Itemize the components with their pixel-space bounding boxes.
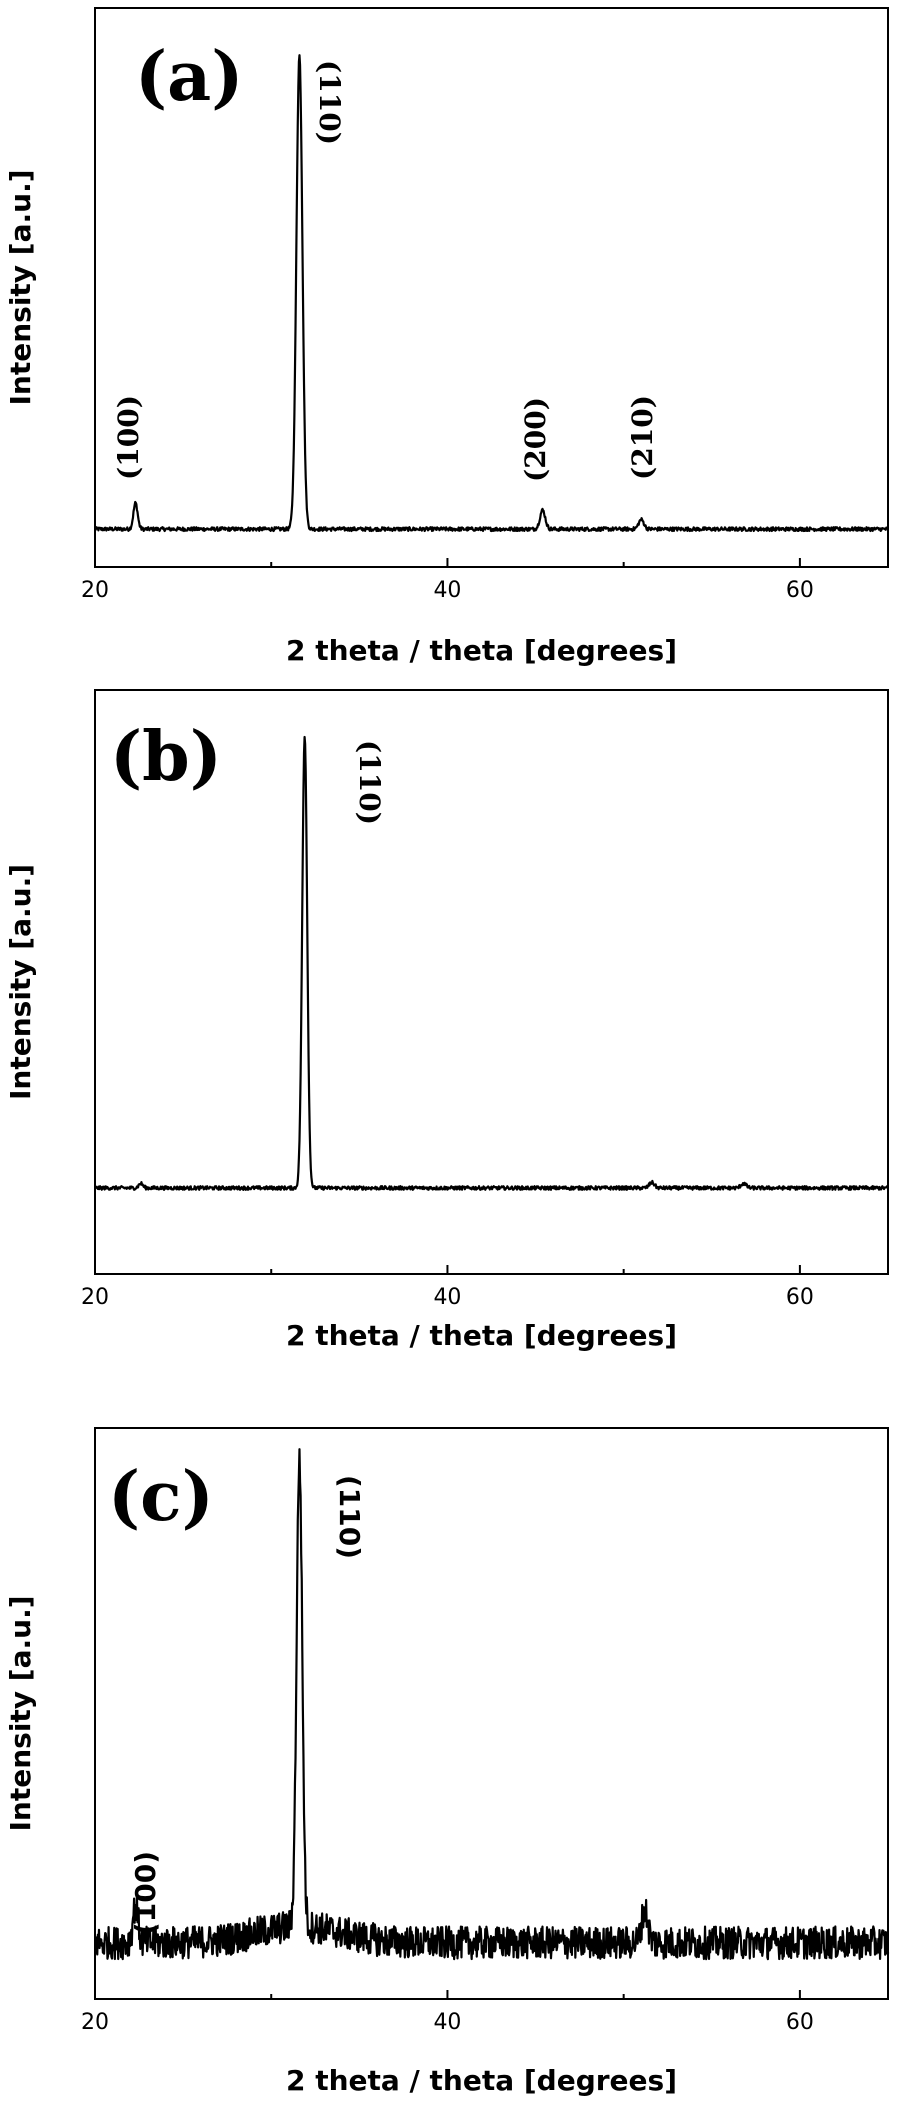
panel-label: (a) bbox=[135, 37, 243, 117]
panel-label: (c) bbox=[108, 1457, 214, 1537]
x-tick-label: 60 bbox=[786, 578, 814, 603]
xrd-trace bbox=[93, 735, 889, 1191]
plot-frame bbox=[94, 689, 889, 1275]
x-tick-label: 60 bbox=[786, 1285, 814, 1310]
x-axis-title: 2 theta / theta [degrees] bbox=[286, 1319, 677, 1352]
x-tick-label: 40 bbox=[433, 2010, 461, 2035]
x-tick-label: 60 bbox=[786, 2010, 814, 2035]
chart-panels: 20 40 60 (a) (100) (110) (200) (210) Intensity [… bbox=[4, 7, 890, 2097]
x-tick-label: 20 bbox=[81, 2010, 109, 2035]
x-tick-label: 40 bbox=[433, 578, 461, 603]
y-axis-title: Intensity [a.u.] bbox=[4, 864, 37, 1100]
plot-frame bbox=[94, 1427, 889, 2000]
x-axis-title: 2 theta / theta [degrees] bbox=[286, 2064, 677, 2097]
peak-label: (110) bbox=[313, 60, 346, 145]
chart-panel-a: 20 40 60 (a) (100) (110) (200) (210) Intensity [… bbox=[4, 7, 889, 667]
x-tick-label: 20 bbox=[81, 1285, 109, 1310]
xrd-trace bbox=[93, 54, 889, 533]
x-tick-label: 20 bbox=[81, 578, 109, 603]
peak-label: (100) bbox=[112, 395, 145, 480]
peak-label: (100) bbox=[129, 1851, 162, 1935]
y-axis-title: Intensity [a.u.] bbox=[4, 1595, 37, 1831]
chart-panel-b: 20 40 60 (b) (110) Intensity [a.u.] 2 theta / … bbox=[4, 689, 889, 1352]
plot-frame bbox=[94, 7, 889, 568]
chart-panel-c: 20 40 60 (c) (100) (110) Intensity [a.u.] 2 the… bbox=[4, 1427, 890, 2097]
panel-label: (b) bbox=[110, 717, 222, 797]
peak-label: (110) bbox=[353, 740, 386, 825]
xrd-trace bbox=[93, 1448, 890, 1961]
peak-label: (200) bbox=[519, 397, 552, 482]
x-axis-title: 2 theta / theta [degrees] bbox=[286, 634, 677, 667]
x-tick-label: 40 bbox=[433, 1285, 461, 1310]
peak-label: (210) bbox=[626, 395, 659, 480]
peak-label: (110) bbox=[333, 1475, 366, 1559]
y-axis-title: Intensity [a.u.] bbox=[4, 169, 37, 405]
